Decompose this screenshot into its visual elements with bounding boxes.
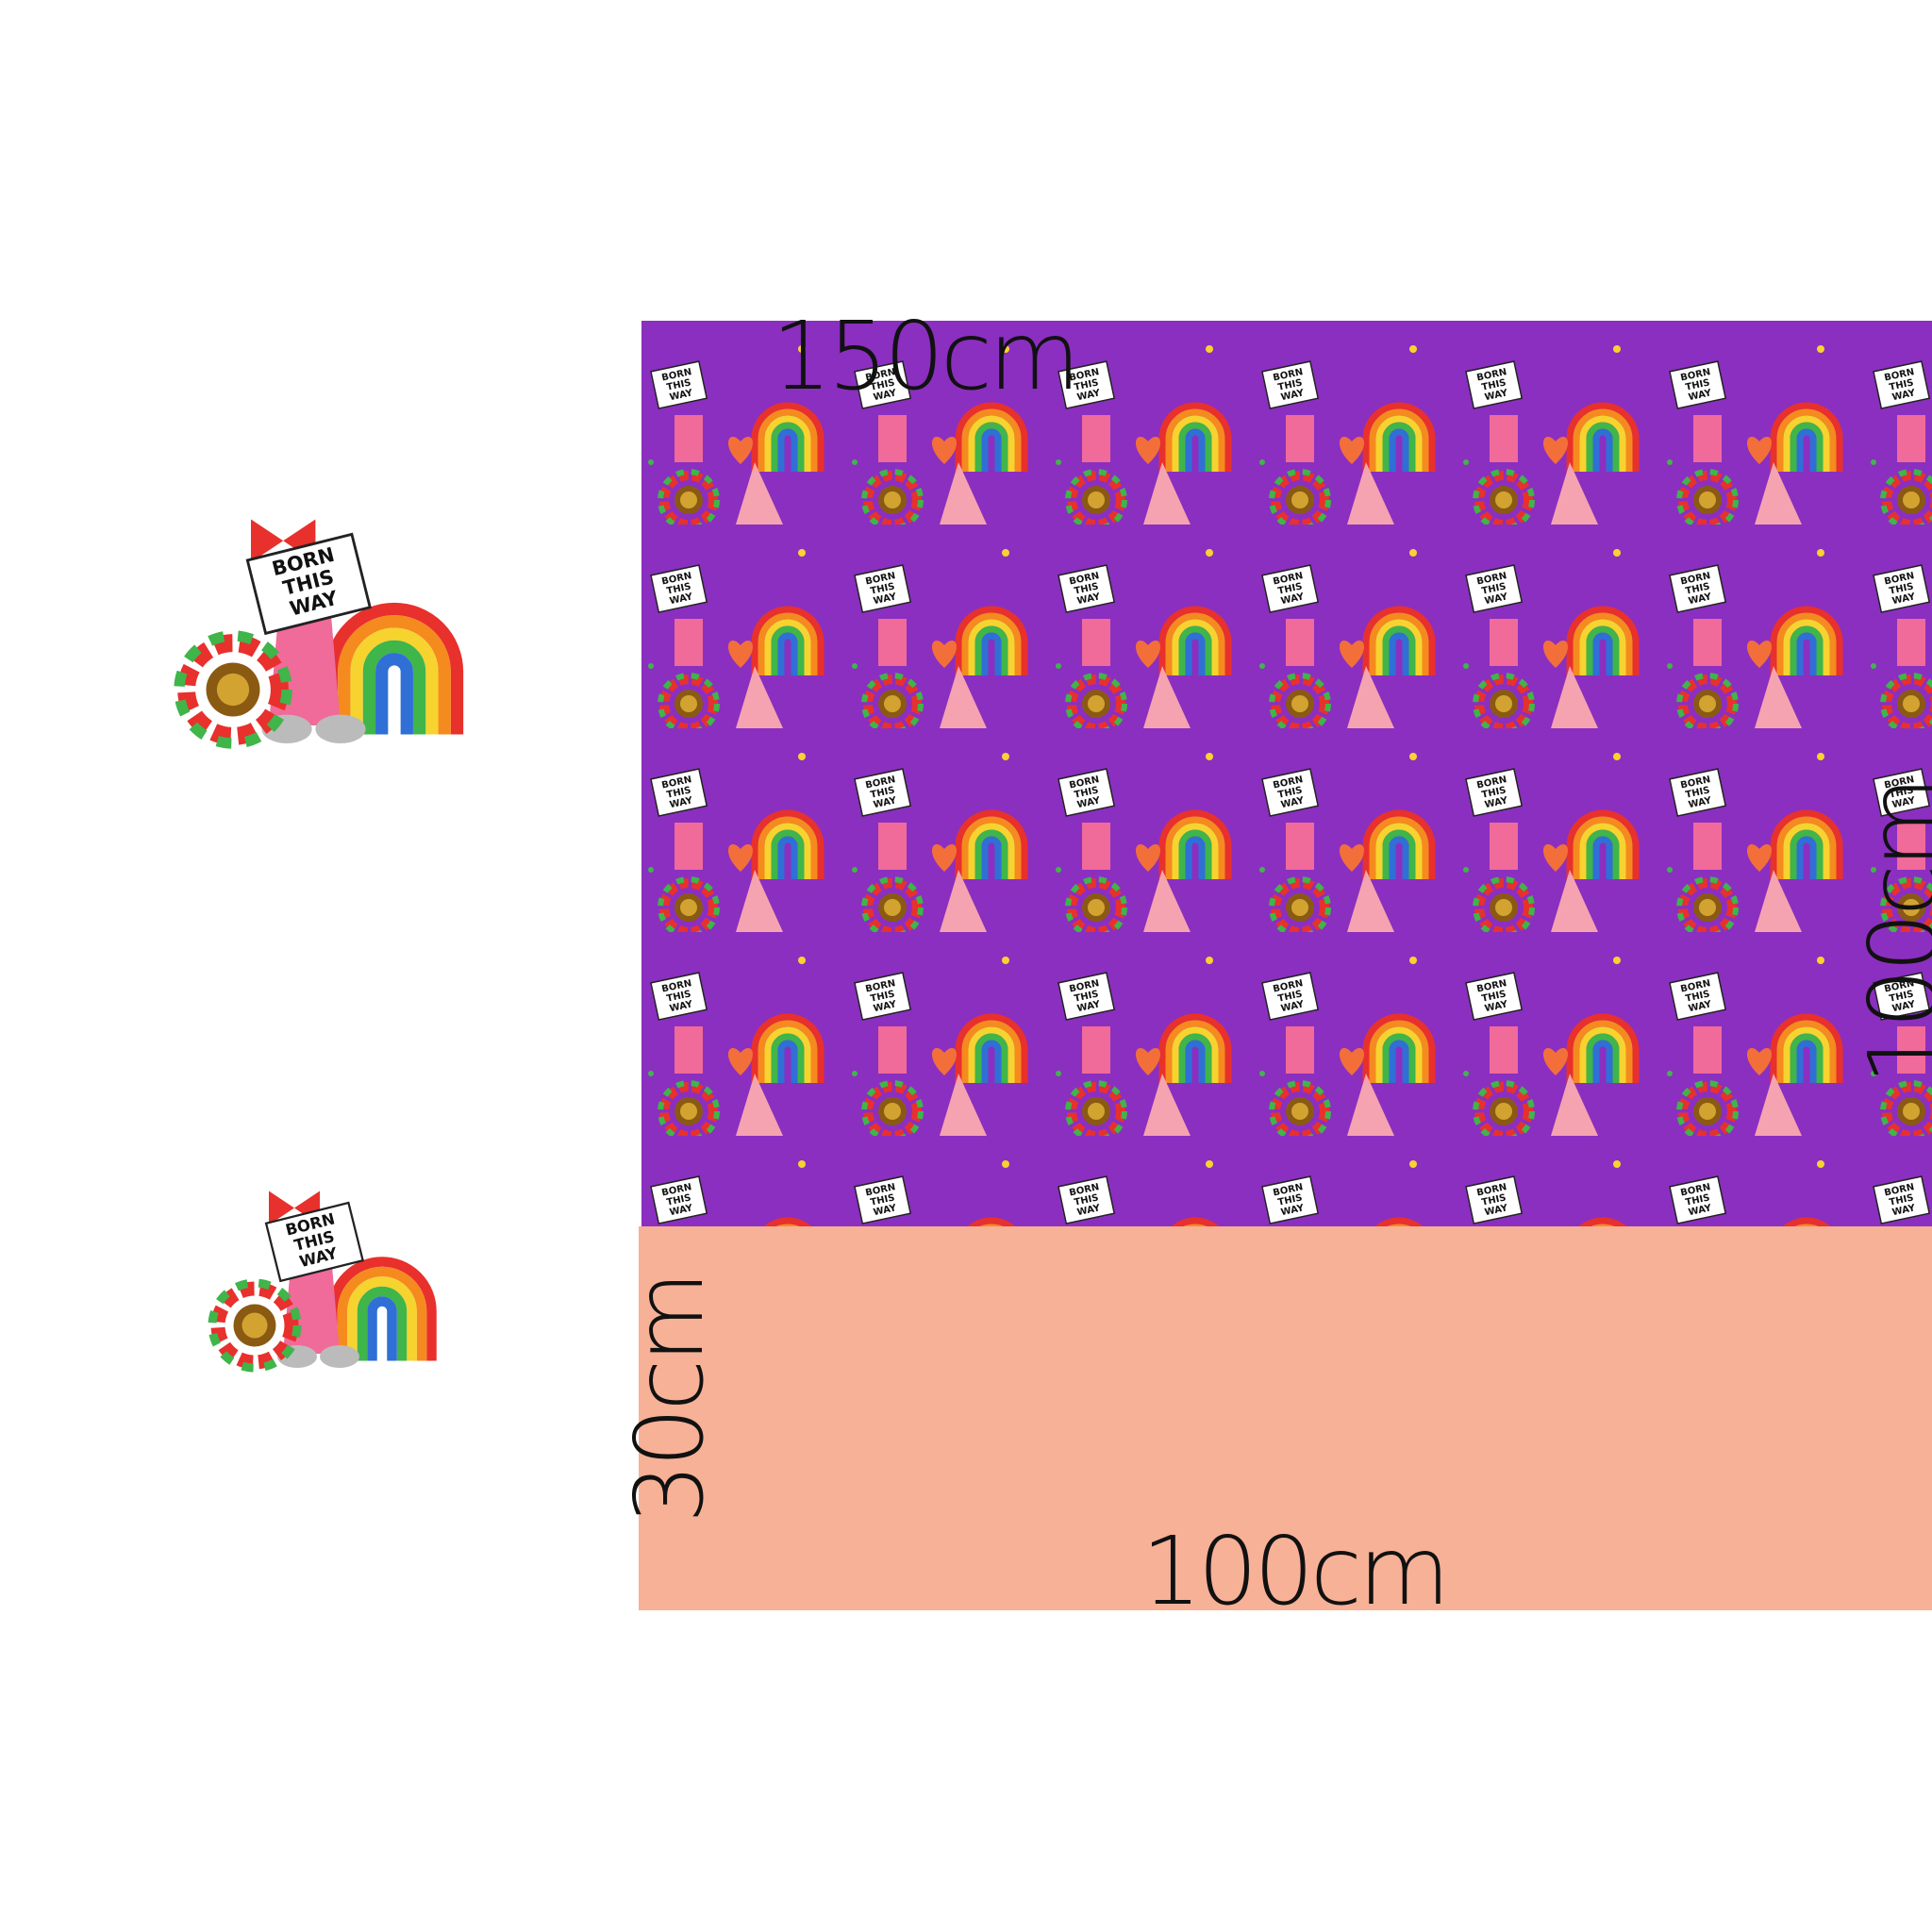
dimension-label: 30cm bbox=[614, 1274, 724, 1524]
dimension-label: 100cm bbox=[1141, 1516, 1446, 1626]
solid-panel bbox=[639, 1226, 1932, 1610]
patterned-panel bbox=[641, 321, 1932, 1226]
motif-large: BORN THIS WAY bbox=[179, 519, 458, 744]
dimension-label: 100cm bbox=[1848, 780, 1932, 1085]
dimension-label: 150cm bbox=[772, 301, 1076, 411]
motif-small: BORN THIS WAY bbox=[212, 1191, 432, 1369]
